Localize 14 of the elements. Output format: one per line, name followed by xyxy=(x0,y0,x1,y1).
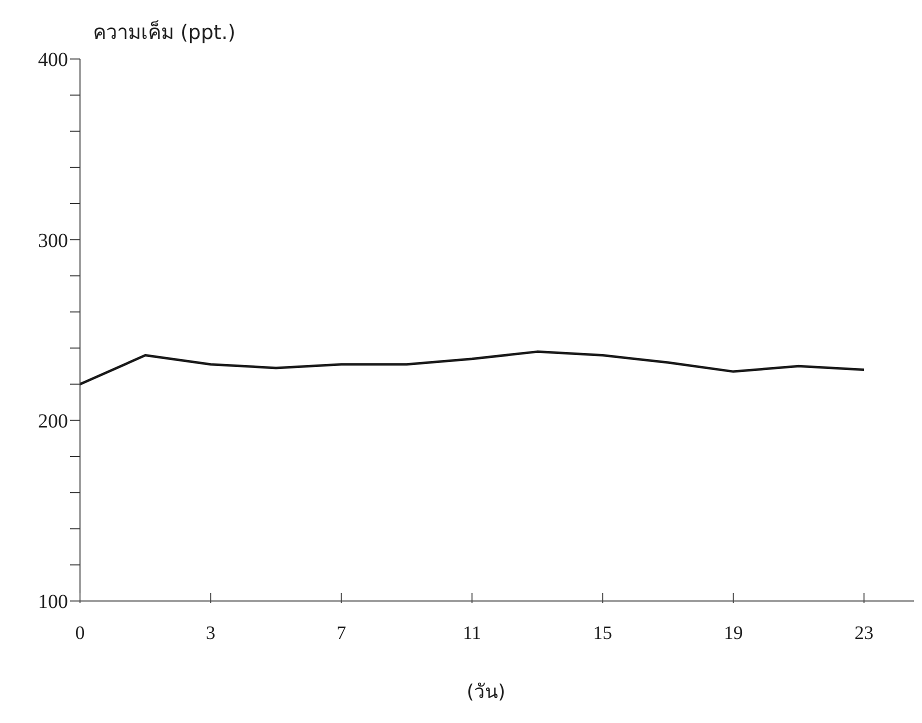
x-tick-label: 3 xyxy=(206,623,216,644)
line-series xyxy=(78,350,866,386)
y-tick-label: 100 xyxy=(38,591,68,614)
x-tick-label: 11 xyxy=(462,623,482,644)
x-tick-label: 23 xyxy=(854,623,874,644)
x-tick-label: 7 xyxy=(336,623,346,644)
x-axis-title: (วัน) xyxy=(466,680,506,705)
y-axis-title: ความเค็ม (ppt.) xyxy=(93,19,236,46)
x-tick-label: 15 xyxy=(593,623,612,644)
y-tick-label: 200 xyxy=(38,410,68,432)
x-tick-label: 19 xyxy=(724,623,743,644)
y-tick-label: 400 xyxy=(38,49,68,72)
y-tick-label: 300 xyxy=(38,230,68,252)
x-tick-label: 0 xyxy=(75,623,85,644)
